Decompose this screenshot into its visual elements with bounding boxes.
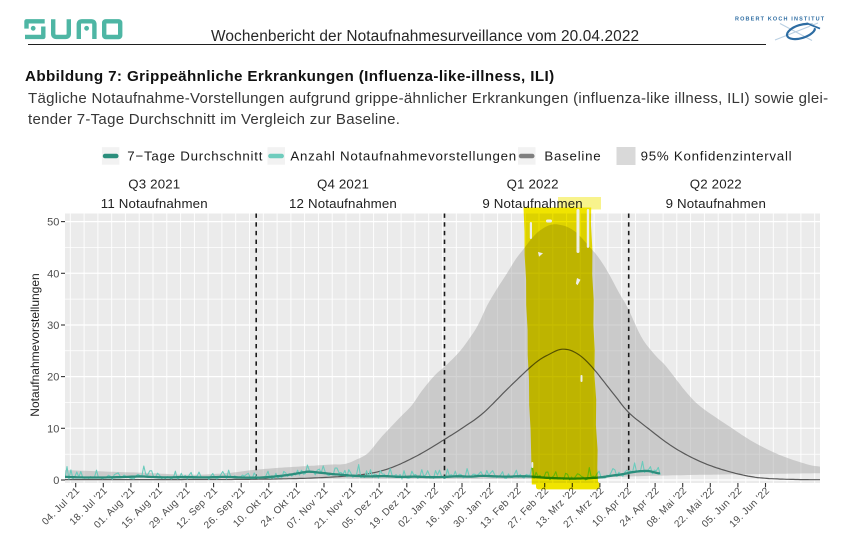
svg-text:30: 30: [47, 320, 59, 332]
svg-text:ROBERT KOCH INSTITUT: ROBERT KOCH INSTITUT: [735, 17, 825, 23]
svg-text:Q2 2022: Q2 2022: [690, 176, 742, 191]
svg-text:Q4 2021: Q4 2021: [317, 176, 369, 191]
svg-text:12 Notaufnahmen: 12 Notaufnahmen: [289, 196, 397, 211]
svg-text:95% Konfidenzintervall: 95% Konfidenzintervall: [641, 148, 793, 163]
svg-text:7−Tage Durchschnitt: 7−Tage Durchschnitt: [127, 148, 263, 163]
svg-text:Notaufnahmevorstellungen: Notaufnahmevorstellungen: [28, 273, 42, 416]
svg-text:Anzahl Notaufnahmevorstellunge: Anzahl Notaufnahmevorstellungen: [290, 148, 517, 163]
svg-text:Baseline: Baseline: [544, 148, 601, 163]
svg-text:40: 40: [47, 268, 59, 280]
svg-text:Q1 2022: Q1 2022: [507, 176, 559, 191]
svg-text:9 Notaufnahmen: 9 Notaufnahmen: [482, 196, 582, 211]
svg-text:Q3 2021: Q3 2021: [128, 176, 180, 191]
svg-text:0: 0: [53, 475, 59, 487]
svg-text:9 Notaufnahmen: 9 Notaufnahmen: [666, 196, 766, 211]
svg-text:50: 50: [47, 217, 59, 229]
svg-text:11 Notaufnahmen: 11 Notaufnahmen: [101, 196, 208, 211]
svg-text:10: 10: [47, 423, 59, 435]
svg-text:20: 20: [47, 372, 59, 384]
